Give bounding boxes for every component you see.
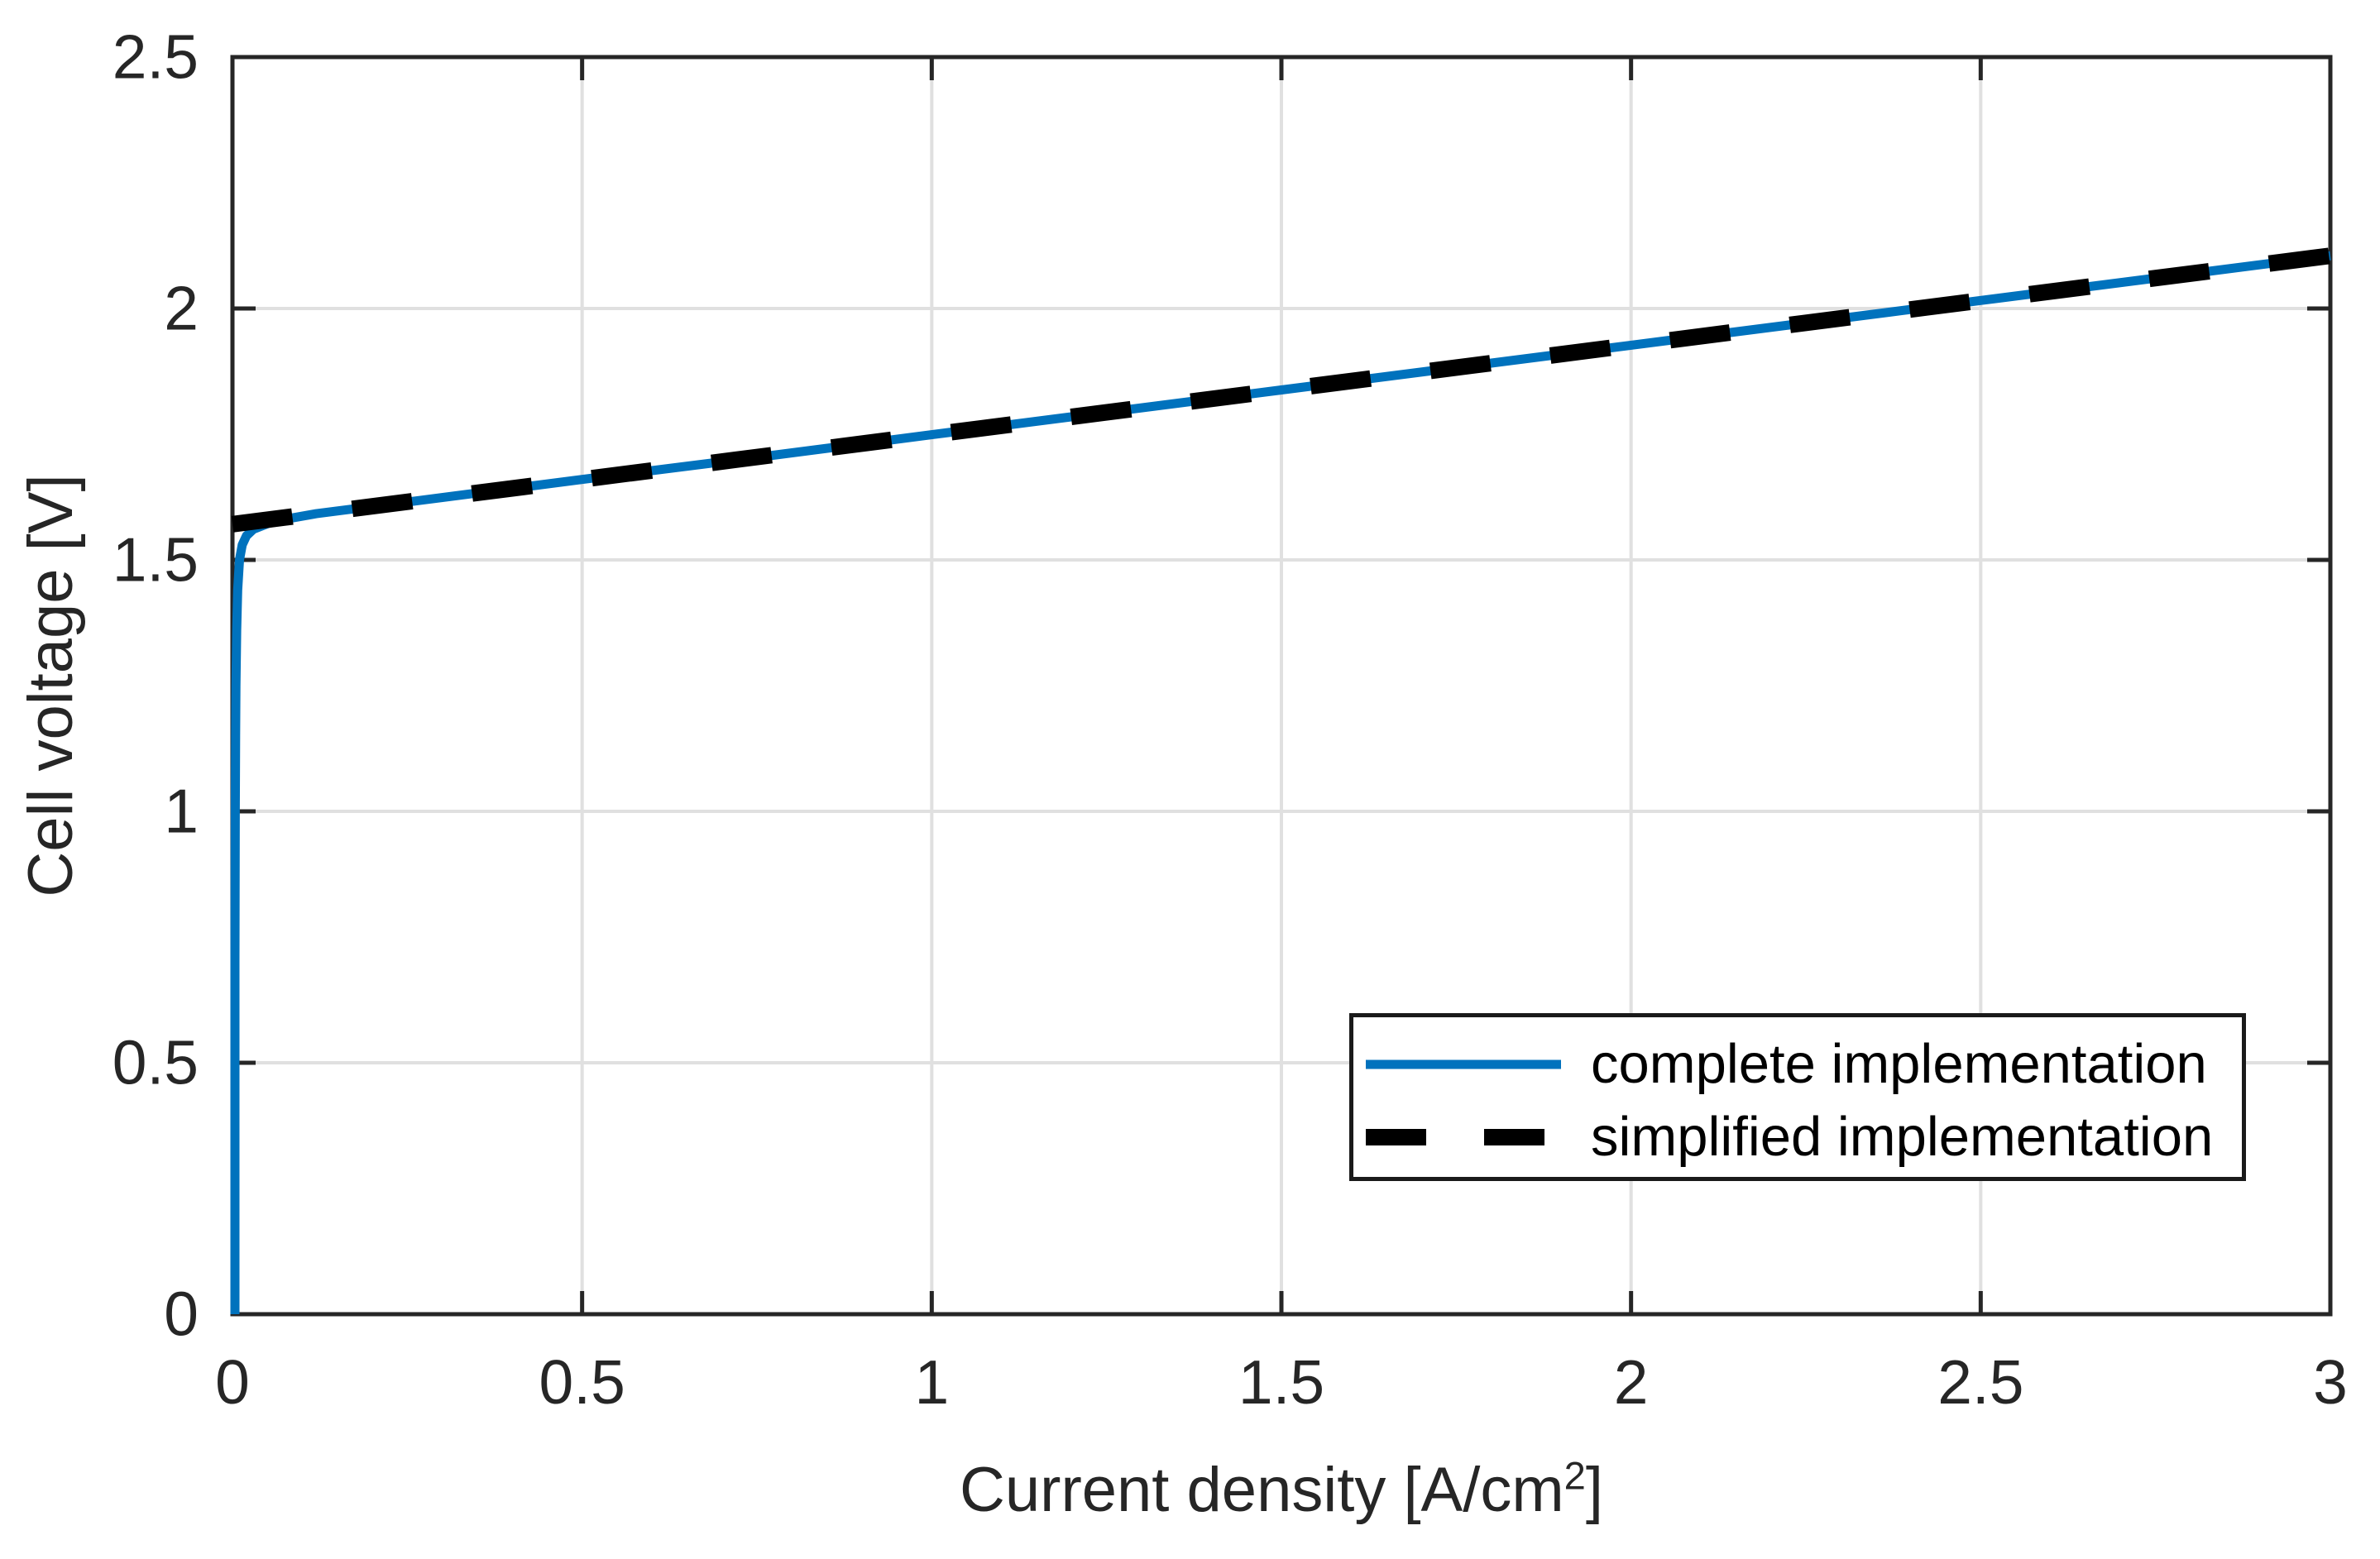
y-axis-label: Cell voltage [V] [16, 474, 86, 897]
x-tick-label: 1.5 [1238, 1347, 1325, 1417]
x-tick-label: 3 [2313, 1347, 2348, 1417]
y-tick-label: 2.5 [112, 22, 199, 92]
y-tick-label: 2 [164, 273, 199, 343]
legend-line-sample-solid [1366, 1059, 1561, 1069]
x-axis-label-text: Current density [A/cm [959, 1455, 1564, 1525]
x-axis-label-superscript: 2 [1564, 1453, 1586, 1498]
legend-item-complete: complete implementation [1353, 1028, 2242, 1101]
x-tick-label: 2 [1613, 1347, 1649, 1417]
x-tick-label: 2.5 [1937, 1347, 2024, 1417]
y-tick-label: 1.5 [112, 524, 199, 595]
legend-label-complete: complete implementation [1591, 1033, 2207, 1095]
y-tick-label: 0 [164, 1279, 199, 1349]
x-tick-label: 0 [215, 1347, 250, 1417]
x-axis-label-suffix: ] [1585, 1455, 1604, 1525]
legend: complete implementation simplified imple… [1349, 1013, 2246, 1181]
x-tick-label: 0.5 [539, 1347, 625, 1417]
legend-line-sample-dashed [1366, 1129, 1561, 1145]
x-tick-label: 1 [914, 1347, 950, 1417]
x-axis-label: Current density [A/cm2] [959, 1453, 1604, 1525]
legend-item-simplified: simplified implementation [1353, 1101, 2242, 1174]
y-tick-label: 1 [164, 776, 199, 846]
legend-label-simplified: simplified implementation [1591, 1106, 2214, 1168]
y-tick-label: 0.5 [112, 1027, 199, 1098]
